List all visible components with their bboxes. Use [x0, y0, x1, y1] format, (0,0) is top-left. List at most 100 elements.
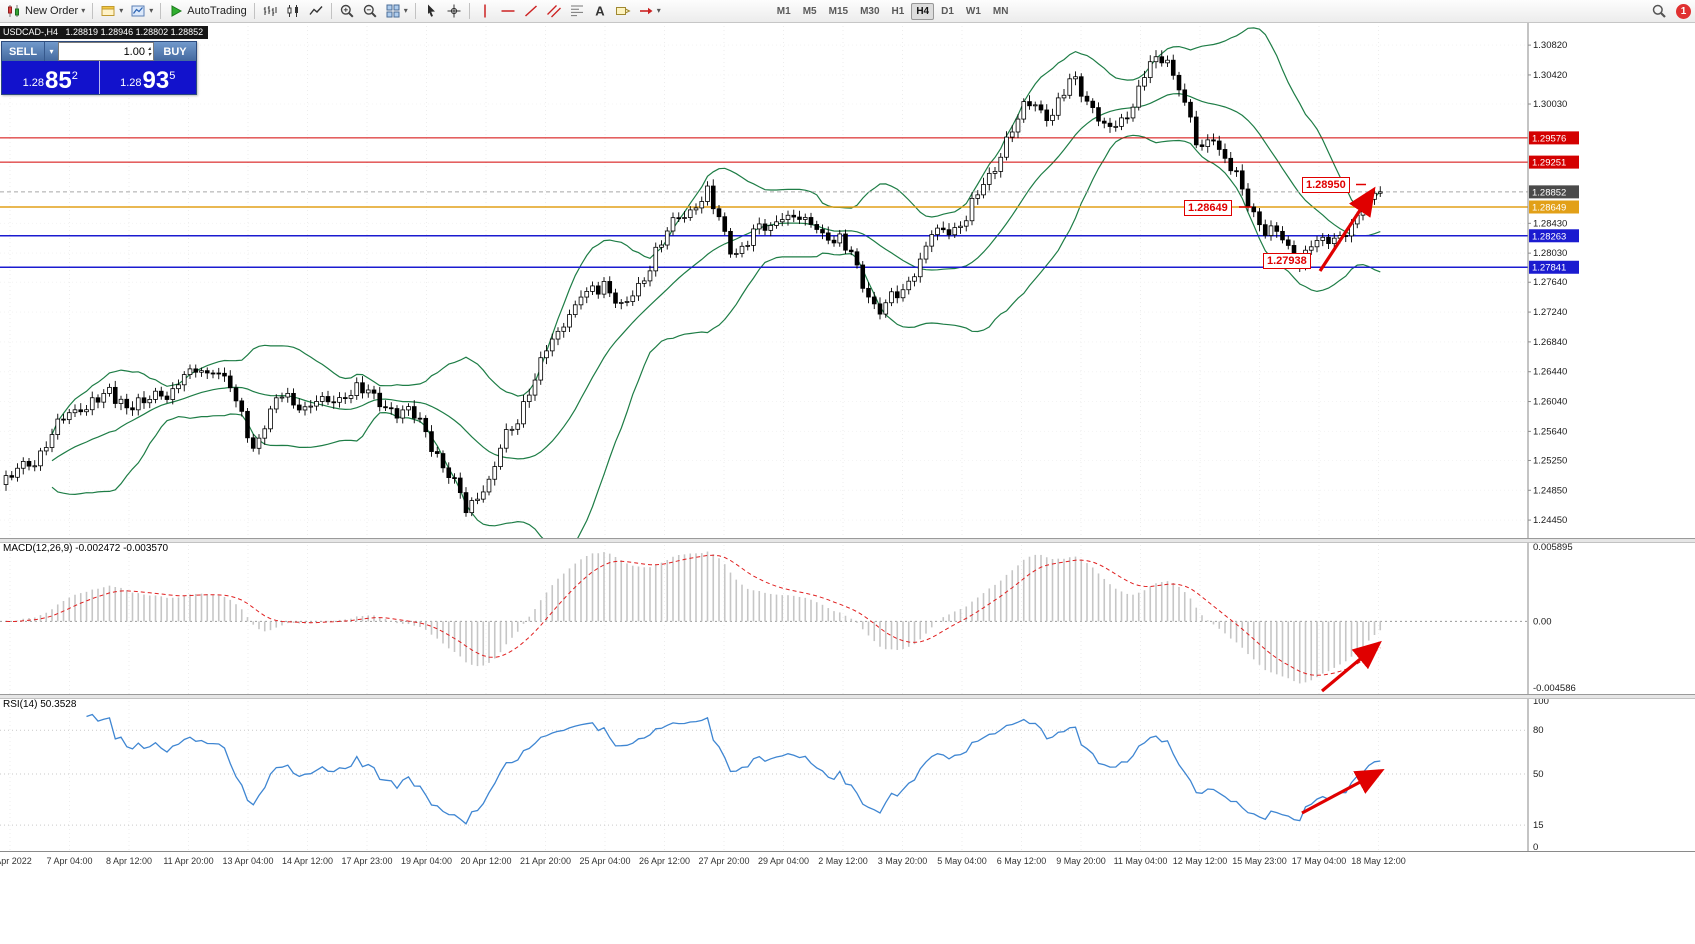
vertical-line-button[interactable]	[474, 2, 496, 21]
svg-text:1.26440: 1.26440	[1533, 367, 1567, 378]
text-button[interactable]: A	[589, 2, 611, 21]
time-axis-label: 20 Apr 12:00	[460, 856, 512, 866]
price-annotation[interactable]: 1.28649	[1184, 200, 1232, 216]
tile-icon	[385, 3, 401, 19]
sell-price-pipette: 2	[71, 70, 78, 82]
sell-price[interactable]: 1.28 85 2	[2, 61, 100, 94]
text-label-button[interactable]	[612, 2, 634, 21]
rsi-panel[interactable]: 100 80 50 15 0	[0, 697, 1695, 851]
timeframe-button-w1[interactable]: W1	[961, 3, 986, 20]
timeframe-button-m5[interactable]: M5	[798, 3, 822, 20]
time-axis-label: 18 May 12:00	[1351, 856, 1406, 866]
svg-text:1.27640: 1.27640	[1533, 277, 1567, 288]
tile-windows-button[interactable]: ▾	[382, 2, 411, 21]
bar-chart-icon	[262, 3, 278, 19]
time-axis-label: 29 Apr 04:00	[757, 856, 810, 866]
fibonacci-button[interactable]	[566, 2, 588, 21]
macd-signal-line	[5, 554, 1381, 676]
time-axis-label: 6 May 12:00	[996, 856, 1047, 866]
timeframe-button-m1[interactable]: M1	[772, 3, 796, 20]
rsi-name: RSI(14)	[3, 699, 38, 710]
rsi-value: 50.3528	[40, 699, 77, 710]
vline-icon	[477, 3, 493, 19]
horizontal-line-button[interactable]	[497, 2, 519, 21]
spin-up-icon[interactable]: ▴	[147, 45, 151, 52]
svg-text:1.26840: 1.26840	[1533, 337, 1567, 348]
timeframe-button-h4[interactable]: H4	[911, 2, 935, 20]
zoom-in-button[interactable]	[336, 2, 358, 21]
trendline-icon	[523, 3, 539, 19]
svg-text:1.28852: 1.28852	[1532, 187, 1566, 198]
svg-text:1.24850: 1.24850	[1533, 485, 1567, 496]
equidistant-channel-button[interactable]	[543, 2, 565, 21]
svg-text:1.25250: 1.25250	[1533, 455, 1567, 466]
spin-down-icon[interactable]: ▾	[147, 51, 151, 58]
svg-text:80: 80	[1533, 725, 1544, 736]
volume-spinner[interactable]: ▴ ▾	[148, 46, 151, 58]
new-order-button[interactable]: New Order ▾	[3, 2, 88, 21]
dropdown-caret-icon: ▾	[149, 6, 154, 15]
time-axis-label: 11 May 04:00	[1113, 856, 1168, 866]
panel-separator[interactable]	[0, 538, 1695, 543]
timeframe-button-h1[interactable]: H1	[887, 3, 910, 20]
panel-separator[interactable]	[0, 694, 1695, 699]
bar-chart-button[interactable]	[259, 2, 281, 21]
sell-button[interactable]: SELL	[2, 42, 44, 61]
toolbar-separator	[92, 3, 94, 19]
fibo-icon	[569, 3, 585, 19]
rsi-line	[86, 713, 1381, 825]
profiles-button[interactable]: ▾	[127, 2, 156, 21]
macd-values: -0.002472 -0.003570	[75, 543, 169, 554]
svg-text:15: 15	[1533, 820, 1544, 831]
arrows-button[interactable]: ▾	[635, 2, 664, 21]
price-annotation[interactable]: 1.28950	[1302, 177, 1350, 193]
bollinger-bands	[51, 27, 1381, 538]
toolbar-separator	[414, 3, 416, 19]
volume-dropdown-button[interactable]: ▾	[44, 42, 58, 61]
timeframe-button-m30[interactable]: M30	[855, 3, 884, 20]
sell-price-prefix: 1.28	[22, 77, 45, 89]
zoom-in-icon	[339, 3, 355, 19]
new-chart-button[interactable]: ▾	[97, 2, 126, 21]
volume-input[interactable]: 1.00 ▴ ▾	[58, 42, 154, 61]
time-axis-label: 19 Apr 04:00	[400, 856, 453, 866]
candlestick-chart-button[interactable]	[282, 2, 304, 21]
candle-chart-icon	[285, 3, 301, 19]
svg-text:1.29251: 1.29251	[1532, 158, 1566, 169]
svg-text:1.25640: 1.25640	[1533, 426, 1567, 437]
zoom-group: ▾	[336, 2, 411, 21]
zoom-out-button[interactable]	[359, 2, 381, 21]
chart-title: USDCAD-,H4 1.28819 1.28946 1.28802 1.288…	[0, 26, 209, 39]
timeframe-button-mn[interactable]: MN	[988, 3, 1014, 20]
search-button[interactable]	[1648, 2, 1670, 21]
trendline-button[interactable]	[520, 2, 542, 21]
rsi-grid	[0, 697, 1528, 851]
toolbar-separator	[160, 3, 162, 19]
main-chart[interactable]: 1.30820 1.30420 1.30030 1.28430 1.28030 1.276…	[0, 22, 1695, 538]
price-annotation[interactable]: 1.27938	[1263, 253, 1311, 269]
time-axis-label: 7 Apr 04:00	[46, 856, 93, 866]
time-axis[interactable]: 5 Apr 2022 7 Apr 04:00 8 Apr 12:00 11 Apr 2…	[0, 851, 1695, 870]
cursor-icon	[423, 3, 439, 19]
buy-price[interactable]: 1.28 93 5	[100, 61, 197, 94]
buy-button[interactable]: BUY	[154, 42, 196, 61]
timeframe-button-d1[interactable]: D1	[936, 3, 959, 20]
autotrading-button[interactable]: AutoTrading	[165, 2, 250, 21]
cursor-button[interactable]	[420, 2, 442, 21]
line-chart-button[interactable]	[305, 2, 327, 21]
line-chart-icon	[308, 3, 324, 19]
arrows-icon	[638, 3, 654, 19]
pointer-group	[420, 2, 465, 21]
svg-text:A: A	[595, 4, 605, 19]
rsi-indicator-label: RSI(14) 50.3528	[3, 699, 76, 710]
svg-text:50: 50	[1533, 769, 1544, 780]
macd-indicator-label: MACD(12,26,9) -0.002472 -0.003570	[3, 543, 168, 554]
crosshair-button[interactable]	[443, 2, 465, 21]
timeframe-button-m15[interactable]: M15	[824, 3, 853, 20]
time-axis-label: 8 Apr 12:00	[105, 856, 153, 866]
play-green-icon	[168, 3, 184, 19]
notification-badge[interactable]: 1	[1676, 3, 1691, 19]
macd-panel[interactable]: 0.005895 0.00 -0.004586	[0, 541, 1695, 694]
svg-text:1.30420: 1.30420	[1533, 70, 1567, 81]
time-axis-label: 9 May 20:00	[1056, 856, 1106, 866]
